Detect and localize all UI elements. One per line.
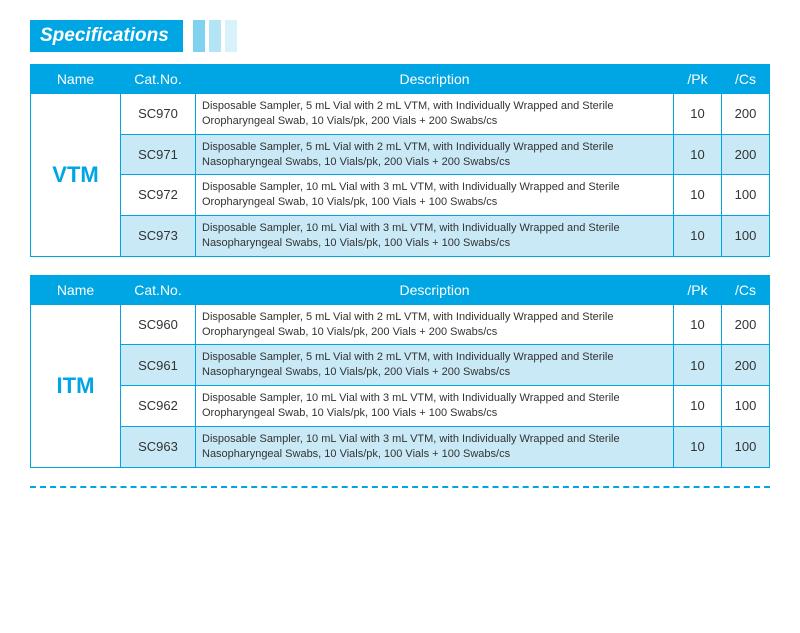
- title-bar: Specifications: [30, 20, 770, 52]
- table-row: SC972 Disposable Sampler, 10 mL Vial wit…: [31, 175, 770, 216]
- cell-desc: Disposable Sampler, 5 mL Vial with 2 mL …: [196, 134, 674, 175]
- cell-cs: 200: [722, 134, 770, 175]
- cell-cat: SC961: [121, 345, 196, 386]
- cell-desc: Disposable Sampler, 10 mL Vial with 3 mL…: [196, 426, 674, 467]
- cell-cs: 100: [722, 216, 770, 257]
- cell-pk: 10: [674, 94, 722, 135]
- cell-pk: 10: [674, 386, 722, 427]
- spec-table-vtm: Name Cat.No. Description /Pk /Cs VTM SC9…: [30, 64, 770, 257]
- table-row: SC961 Disposable Sampler, 5 mL Vial with…: [31, 345, 770, 386]
- cell-desc: Disposable Sampler, 10 mL Vial with 3 mL…: [196, 386, 674, 427]
- cell-desc: Disposable Sampler, 10 mL Vial with 3 mL…: [196, 175, 674, 216]
- cell-cat: SC963: [121, 426, 196, 467]
- cell-pk: 10: [674, 304, 722, 345]
- table-row: SC973 Disposable Sampler, 10 mL Vial wit…: [31, 216, 770, 257]
- page-title: Specifications: [30, 20, 183, 52]
- title-gap: [183, 20, 189, 52]
- col-header-desc: Description: [196, 65, 674, 94]
- cell-cs: 100: [722, 175, 770, 216]
- title-stripe-3: [225, 20, 237, 52]
- cell-pk: 10: [674, 216, 722, 257]
- cell-cat: SC972: [121, 175, 196, 216]
- col-header-name: Name: [31, 275, 121, 304]
- cell-cs: 100: [722, 386, 770, 427]
- cell-pk: 10: [674, 175, 722, 216]
- cell-cat: SC973: [121, 216, 196, 257]
- table-row: SC963 Disposable Sampler, 10 mL Vial wit…: [31, 426, 770, 467]
- group-name-cell: ITM: [31, 304, 121, 467]
- col-header-pk: /Pk: [674, 275, 722, 304]
- cell-cs: 100: [722, 426, 770, 467]
- cell-cat: SC970: [121, 94, 196, 135]
- table-row: SC962 Disposable Sampler, 10 mL Vial wit…: [31, 386, 770, 427]
- col-header-cat: Cat.No.: [121, 65, 196, 94]
- cell-desc: Disposable Sampler, 10 mL Vial with 3 mL…: [196, 216, 674, 257]
- cell-cs: 200: [722, 345, 770, 386]
- cell-cs: 200: [722, 94, 770, 135]
- col-header-cat: Cat.No.: [121, 275, 196, 304]
- col-header-pk: /Pk: [674, 65, 722, 94]
- group-name-cell: VTM: [31, 94, 121, 257]
- table-row: SC971 Disposable Sampler, 5 mL Vial with…: [31, 134, 770, 175]
- col-header-desc: Description: [196, 275, 674, 304]
- table-row: ITM SC960 Disposable Sampler, 5 mL Vial …: [31, 304, 770, 345]
- table-header-row: Name Cat.No. Description /Pk /Cs: [31, 275, 770, 304]
- cell-desc: Disposable Sampler, 5 mL Vial with 2 mL …: [196, 345, 674, 386]
- cell-pk: 10: [674, 134, 722, 175]
- table-row: VTM SC970 Disposable Sampler, 5 mL Vial …: [31, 94, 770, 135]
- cell-pk: 10: [674, 426, 722, 467]
- cell-cat: SC960: [121, 304, 196, 345]
- spec-table-itm: Name Cat.No. Description /Pk /Cs ITM SC9…: [30, 275, 770, 468]
- col-header-cs: /Cs: [722, 65, 770, 94]
- cell-cs: 200: [722, 304, 770, 345]
- cell-pk: 10: [674, 345, 722, 386]
- title-stripe-2: [209, 20, 221, 52]
- col-header-cs: /Cs: [722, 275, 770, 304]
- cell-desc: Disposable Sampler, 5 mL Vial with 2 mL …: [196, 304, 674, 345]
- table-header-row: Name Cat.No. Description /Pk /Cs: [31, 65, 770, 94]
- col-header-name: Name: [31, 65, 121, 94]
- cell-cat: SC962: [121, 386, 196, 427]
- cell-cat: SC971: [121, 134, 196, 175]
- title-stripe-1: [193, 20, 205, 52]
- dashed-separator: [30, 486, 770, 488]
- cell-desc: Disposable Sampler, 5 mL Vial with 2 mL …: [196, 94, 674, 135]
